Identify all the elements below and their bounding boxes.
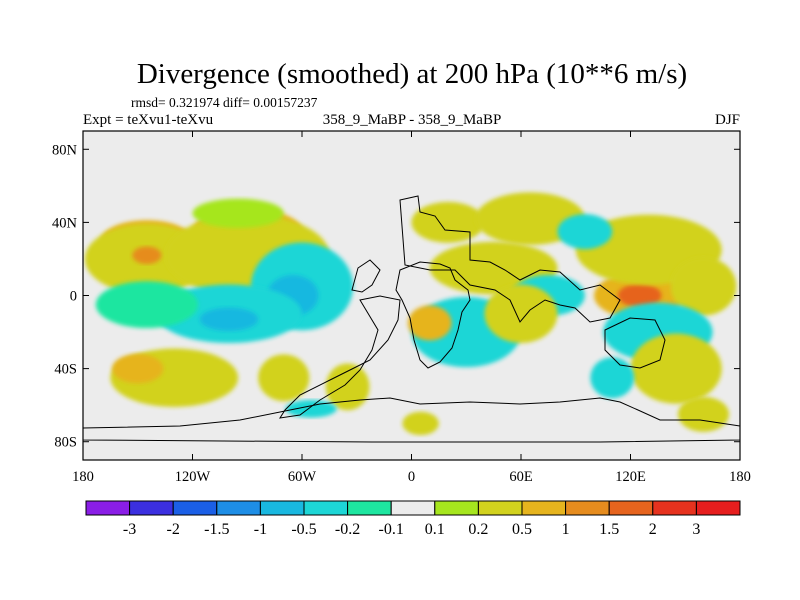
- field-region-29: [590, 357, 635, 399]
- colorbar-swatch-9: [477, 500, 523, 516]
- colorbar-swatch-6: [347, 500, 392, 516]
- colorbar-label-6: -0.1: [379, 521, 404, 538]
- coastline-eurasia: [399, 195, 621, 323]
- x-tick-label-2: 60W: [288, 469, 317, 485]
- colorbar-label-11: 1.5: [599, 521, 619, 538]
- y-tick-label-3: 40S: [54, 362, 77, 378]
- coastline-australia: [604, 317, 666, 369]
- x-tick-label-3: 0: [408, 469, 415, 485]
- colorbar-label-7: 0.1: [425, 521, 445, 538]
- field-region-30: [677, 396, 730, 432]
- colorbar-label-12: 2: [649, 521, 657, 538]
- colorbar-swatch-13: [652, 500, 697, 516]
- coastlines: [83, 195, 740, 443]
- field-region-14: [325, 363, 370, 411]
- chart-title: Divergence (smoothed) at 200 hPa (10**6 …: [137, 58, 687, 90]
- colorbar-label-2: -1.5: [204, 521, 229, 538]
- coastline-south-america: [279, 295, 401, 419]
- stats-label: rmsd= 0.321974 diff= 0.00157237: [131, 95, 318, 110]
- x-tick-label-5: 120E: [615, 469, 646, 485]
- y-tick-label-4: 80S: [54, 435, 77, 451]
- colorbar-swatch-2: [172, 500, 218, 516]
- coastline-north-america: [351, 259, 381, 293]
- season-label: DJF: [715, 112, 740, 128]
- x-tick-label-0: 180: [72, 469, 94, 485]
- field-region-28: [630, 333, 722, 404]
- colorbar-swatch-12: [608, 500, 654, 516]
- field-region-17: [475, 192, 585, 246]
- coastline-africa: [395, 261, 471, 369]
- case-label: 358_9_MaBP - 358_9_MaBP: [323, 112, 502, 128]
- colorbar-label-0: -3: [123, 521, 136, 538]
- colorbar: -3 -2 -1.5 -1 -0.5 -0.2 -0.1 0.1 0.2 0.5 1 1.5 2 3: [85, 500, 741, 538]
- colorbar-swatch-0: [85, 500, 131, 516]
- field-region-16: [411, 201, 485, 243]
- colorbar-label-8: 0.2: [468, 521, 488, 538]
- colorbar-label-1: -2: [167, 521, 180, 538]
- colorbar-swatch-10: [521, 500, 567, 516]
- field-region-5: [132, 246, 162, 265]
- colorbar-label-10: 1: [562, 521, 570, 538]
- field-region-15: [285, 400, 337, 418]
- colorbar-label-4: -0.5: [291, 521, 316, 538]
- colorbar-swatch-3: [216, 500, 261, 516]
- field-region-4: [192, 198, 284, 228]
- colorbar-label-13: 3: [692, 521, 700, 538]
- colorbar-label-5: -0.2: [335, 521, 360, 538]
- colorbar-label-9: 0.5: [512, 521, 532, 538]
- field-region-13: [258, 354, 310, 402]
- colorbar-swatch-7: [390, 500, 436, 516]
- field-region-10: [95, 281, 198, 329]
- x-tick-label-6: 180: [729, 469, 751, 485]
- y-tick-label-1: 40N: [52, 215, 78, 231]
- colorbar-swatch-11: [565, 500, 610, 516]
- field-region-32: [402, 411, 439, 436]
- x-tick-label-1: 120W: [175, 469, 211, 485]
- colorbar-swatch-14: [695, 500, 741, 516]
- field-region-21: [407, 305, 452, 341]
- field-layer: [84, 192, 737, 436]
- field-region-31: [557, 213, 613, 250]
- field-region-9: [199, 307, 259, 331]
- colorbar-swatch-4: [259, 500, 305, 516]
- y-tick-label-0: 80N: [52, 142, 78, 158]
- field-region-12: [112, 353, 164, 384]
- colorbar-swatch-5: [303, 500, 349, 516]
- field-region-24: [617, 283, 662, 308]
- colorbar-label-3: -1: [254, 521, 267, 538]
- y-tick-label-2: 0: [70, 289, 77, 305]
- colorbar-swatch-1: [129, 500, 174, 516]
- experiment-label: Expt = teXvu1-teXvu: [83, 112, 214, 128]
- colorbar-swatch-8: [434, 500, 479, 516]
- field-region-26: [670, 257, 737, 316]
- axis-ticks: 180 120W 60W 0 60E 120E 180 80N 40N 0 40S 80S: [52, 131, 751, 485]
- x-tick-label-4: 60E: [509, 469, 533, 485]
- field-region-22: [484, 284, 558, 344]
- coastline-antarctica: [83, 397, 740, 443]
